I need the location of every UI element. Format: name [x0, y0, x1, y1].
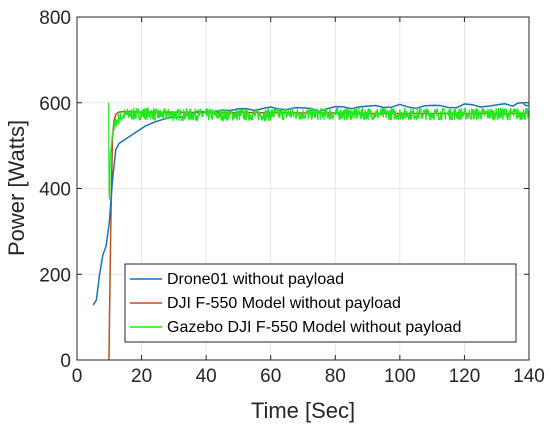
x-tick-label: 40 [196, 366, 217, 387]
y-axis-title: Power [Watts] [4, 120, 29, 256]
x-tick-label: 120 [449, 366, 481, 387]
x-tick-label: 100 [384, 366, 416, 387]
ticks [76, 16, 530, 361]
x-tick-label: 0 [72, 366, 83, 387]
y-tick-label: 600 [39, 94, 71, 115]
y-tick-label: 0 [60, 351, 71, 372]
y-tick-label: 400 [39, 180, 71, 201]
legend-box [124, 263, 517, 343]
x-tick-label: 60 [260, 366, 281, 387]
tick-labels: 0 20 40 60 80 100 120 140 0 200 400 600 800 [39, 8, 545, 387]
x-tick-label: 140 [513, 366, 545, 387]
series-drone01 [92, 102, 530, 306]
series-gazebo-model [108, 102, 530, 200]
legend: Drone01 without payload DJI F-550 Model … [124, 263, 517, 343]
x-tick-label: 20 [131, 366, 152, 387]
x-tick-label: 80 [325, 366, 346, 387]
legend-label-dji-model: DJI F-550 Model without payload [167, 295, 401, 312]
y-tick-label: 200 [39, 265, 71, 286]
legend-label-drone01: Drone01 without payload [167, 271, 344, 288]
x-axis-title: Time [Sec] [251, 398, 355, 423]
legend-label-gazebo-model: Gazebo DJI F-550 Model without payload [167, 319, 461, 336]
y-tick-label: 800 [39, 8, 71, 29]
series-layer [92, 102, 530, 361]
